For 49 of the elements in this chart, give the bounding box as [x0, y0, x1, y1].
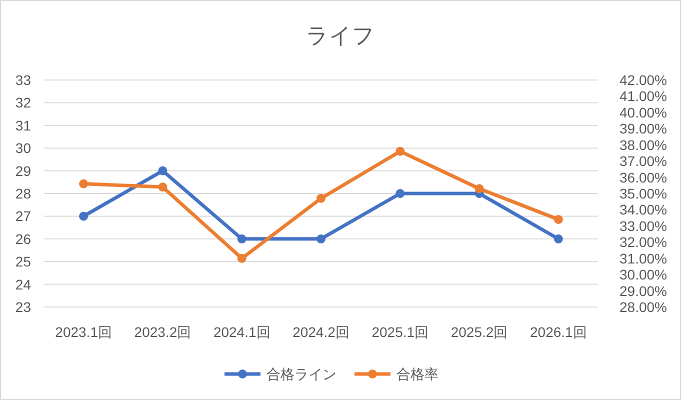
legend-label: 合格ライン	[266, 366, 336, 382]
y2-tick-label: 31.00%	[620, 250, 667, 266]
y2-tick-label: 28.00%	[620, 299, 667, 315]
point	[554, 214, 563, 224]
y-tick-label: 28	[15, 186, 32, 202]
x-tick-label: 2024.2回	[292, 324, 350, 340]
chart-title: ライフ	[306, 23, 375, 48]
point	[396, 189, 405, 198]
point	[158, 182, 168, 192]
point	[237, 254, 246, 263]
y2-tick-label: 38.00%	[620, 136, 667, 153]
x-tick-label: 2023.2回	[134, 324, 192, 340]
y2-tick-label: 33.00%	[620, 218, 667, 234]
y-tick-label: 29	[15, 162, 32, 179]
point	[79, 179, 88, 188]
y-tick-label: 27	[15, 208, 32, 224]
y-tick-label: 26	[15, 230, 32, 247]
y-tick-label: 32	[15, 94, 32, 111]
y2-tick-label: 37.00%	[620, 153, 667, 170]
y-tick-label: 31	[15, 117, 32, 134]
y2-tick-label: 36.00%	[620, 169, 667, 186]
y2-tick-label: 39.00%	[620, 120, 667, 137]
x-tick-label: 2025.1回	[372, 324, 429, 340]
y-tick-label: 23	[15, 299, 32, 315]
legend-label: 合格率	[396, 366, 438, 382]
y2-tick-label: 40.00%	[620, 104, 667, 120]
y-tick-label: 33	[15, 72, 32, 88]
x-tick-label: 2026.1回	[530, 324, 587, 340]
y2-tick-label: 32.00%	[620, 234, 667, 250]
point	[316, 194, 326, 203]
point	[237, 234, 246, 244]
y2-tick-label: 34.00%	[620, 202, 667, 218]
x-tick-label: 2025.2回	[450, 324, 508, 340]
y2-tick-label: 30.00%	[620, 266, 667, 283]
x-tick-label: 2024.1回	[213, 324, 270, 340]
point	[79, 212, 88, 221]
y2-tick-label: 29.00%	[620, 282, 667, 299]
point	[554, 234, 563, 244]
y2-tick-label: 42.00%	[620, 72, 667, 88]
y-tick-label: 25	[15, 254, 32, 270]
point	[316, 234, 326, 244]
y2-tick-label: 41.00%	[620, 88, 667, 104]
x-tick-label: 2023.1回	[55, 324, 112, 340]
y-tick-label: 30	[15, 140, 32, 156]
point	[474, 184, 484, 194]
y-tick-label: 24	[15, 276, 32, 292]
point	[396, 146, 405, 156]
point	[158, 166, 168, 176]
y2-tick-label: 35.00%	[620, 186, 667, 202]
